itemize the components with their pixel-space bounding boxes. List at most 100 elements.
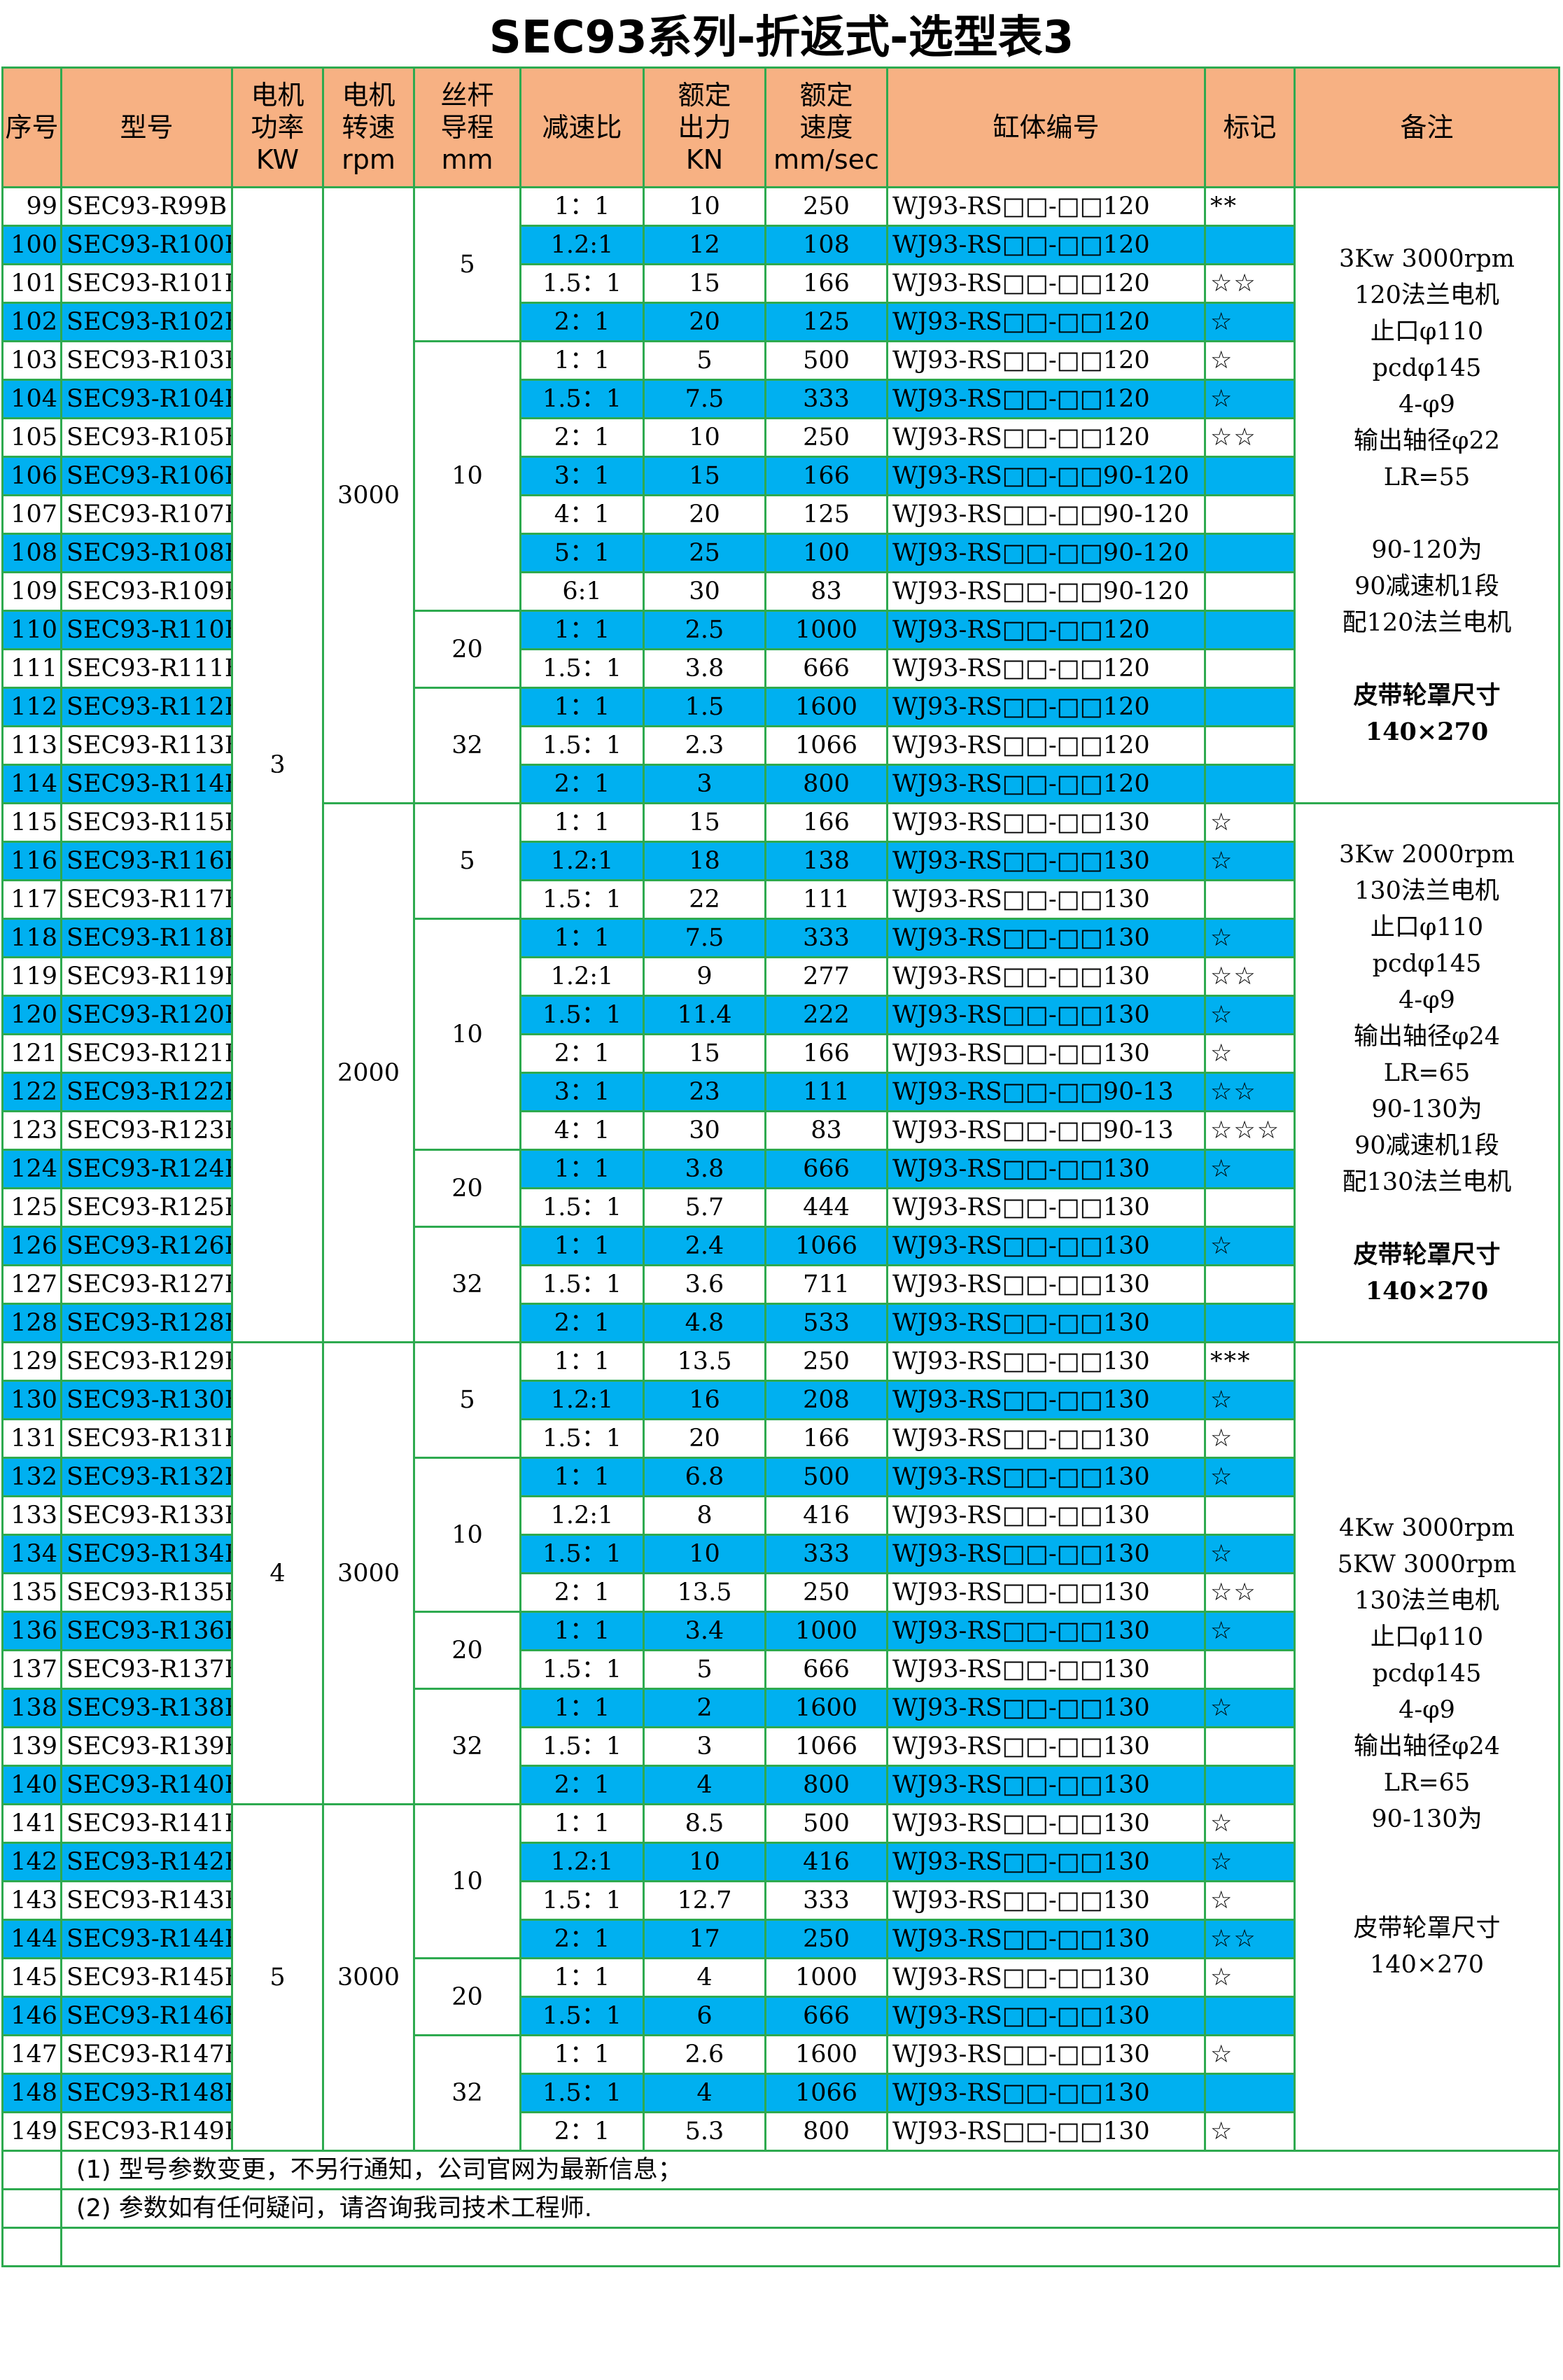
row-ratio: 1：1 [519, 687, 645, 727]
row-cylinder-code: WJ93-RS□□-□□130 [886, 1457, 1206, 1497]
row-rated-force: 3 [643, 1726, 766, 1767]
remark-belt-cover-line: 皮带轮罩尺寸 [1353, 680, 1501, 710]
row-index: 102 [1, 302, 62, 342]
row-model: SEC93-R114B [60, 764, 233, 804]
row-cylinder-code: WJ93-RS□□-□□130 [886, 1572, 1206, 1613]
table-row: 112 SEC93-R112B 32 1：1 1.5 1600 WJ93-RS□□-□□12… [1, 687, 1560, 804]
row-index: 143 [1, 1880, 62, 1921]
row-ratio: 1：1 [519, 186, 645, 227]
row-index: 123 [1, 1110, 62, 1151]
row-index: 146 [1, 1996, 62, 2036]
row-rated-force: 3 [643, 764, 766, 804]
row-model: SEC93-R134B [60, 1534, 233, 1574]
row-rated-force: 5 [643, 1649, 766, 1690]
remark-line: 90-130为 [1371, 1095, 1483, 1124]
table-row: 123 SEC93-R123B 4：1 30 83 WJ93-RS□□-□□90-13 ☆☆… [1, 1110, 1560, 1151]
row-index: 121 [1, 1033, 62, 1074]
row-ratio: 1.5：1 [519, 1264, 645, 1305]
row-rated-speed: 500 [764, 1457, 888, 1497]
row-mark [1204, 879, 1296, 920]
remark-line: 130法兰电机 [1354, 876, 1499, 905]
row-model: SEC93-R108B [60, 533, 233, 573]
row-model: SEC93-R99B [60, 186, 233, 227]
row-mark: ☆ [1204, 2111, 1296, 2152]
remark-line [1297, 1874, 1557, 1910]
row-rated-force: 8 [643, 1495, 766, 1536]
table-row: 136 SEC93-R136B 20 1：1 3.4 1000 WJ93-RS□□-□□13… [1, 1611, 1560, 1690]
row-index: 132 [1, 1457, 62, 1497]
row-rated-speed: 83 [764, 1110, 888, 1151]
row-rated-speed: 100 [764, 533, 888, 573]
row-model: SEC93-R107B [60, 494, 233, 535]
row-rated-force: 9 [643, 956, 766, 997]
motor-rpm-cell: 2000 [322, 802, 415, 1343]
row-model: SEC93-R132B [60, 1457, 233, 1497]
row-model: SEC93-R121B [60, 1033, 233, 1074]
row-mark: ☆ [1204, 2034, 1296, 2075]
row-rated-force: 10 [643, 1534, 766, 1574]
row-mark: ☆ [1204, 802, 1296, 843]
remark-line: 140×270 [1370, 1951, 1484, 1979]
row-rated-force: 17 [643, 1919, 766, 1959]
row-model: SEC93-R143B [60, 1880, 233, 1921]
row-ratio: 2：1 [519, 417, 645, 458]
row-model: SEC93-R124B [60, 1149, 233, 1189]
row-ratio: 1.5：1 [519, 1880, 645, 1921]
row-index: 117 [1, 879, 62, 920]
row-mark: ** [1204, 186, 1296, 227]
row-mark [1204, 1765, 1296, 1805]
row-model: SEC93-R126B [60, 1226, 233, 1266]
header-row: 序号 型号 电机 功率 KW 电机 转速 rpm 丝杆 导程 mm 减速比 额定 出力 KN 额定 速度 mm/s… [1, 66, 1560, 188]
row-ratio: 1：1 [519, 1803, 645, 1844]
note-row: (2) 参数如有任何疑问，请咨询我司技术工程师. [1, 2188, 1560, 2229]
row-ratio: 2：1 [519, 1572, 645, 1613]
row-index: 99 [1, 186, 62, 227]
row-mark [1204, 1303, 1296, 1343]
remark-line: 配130法兰电机 [1342, 1168, 1512, 1196]
row-ratio: 1：1 [519, 1611, 645, 1651]
row-rated-speed: 444 [764, 1187, 888, 1228]
row-rated-force: 2.6 [643, 2034, 766, 2075]
row-rated-speed: 222 [764, 995, 888, 1035]
row-ratio: 1：1 [519, 1688, 645, 1728]
row-index: 120 [1, 995, 62, 1035]
row-rated-speed: 250 [764, 186, 888, 227]
row-ratio: 3：1 [519, 1072, 645, 1112]
row-model: SEC93-R119B [60, 956, 233, 997]
row-rated-force: 8.5 [643, 1803, 766, 1844]
row-mark [1204, 1649, 1296, 1690]
row-ratio: 1.5：1 [519, 1187, 645, 1228]
row-model: SEC93-R149B [60, 2111, 233, 2152]
row-rated-speed: 166 [764, 456, 888, 496]
row-index: 137 [1, 1649, 62, 1690]
row-ratio: 1：1 [519, 1457, 645, 1497]
row-rated-force: 15 [643, 263, 766, 304]
table-row: 119 SEC93-R119B 1.2:1 9 277 WJ93-RS□□-□□130 ☆☆ [1, 956, 1560, 997]
row-mark: ☆ [1204, 1149, 1296, 1189]
row-rated-speed: 1066 [764, 725, 888, 766]
header-model: 型号 [60, 66, 233, 188]
remark-belt-cover-line: 140×270 [1365, 1276, 1489, 1306]
row-rated-speed: 333 [764, 1880, 888, 1921]
row-rated-force: 4 [643, 1765, 766, 1805]
remark-line: 5KW 3000rpm [1337, 1550, 1517, 1578]
row-index: 135 [1, 1572, 62, 1613]
row-ratio: 4：1 [519, 1110, 645, 1151]
row-rated-speed: 166 [764, 1418, 888, 1459]
row-index: 128 [1, 1303, 62, 1343]
row-cylinder-code: WJ93-RS□□-□□130 [886, 2111, 1206, 2152]
row-cylinder-code: WJ93-RS□□-□□130 [886, 1957, 1206, 1998]
table-row: 118 SEC93-R118B 10 1：1 7.5 333 WJ93-RS□□-□□130… [1, 918, 1560, 1151]
row-cylinder-code: WJ93-RS□□-□□120 [886, 340, 1206, 381]
remark-line: pcdφ145 [1372, 1660, 1482, 1688]
footnote-text: (2) 参数如有任何疑问，请咨询我司技术工程师. [60, 2188, 1560, 2229]
row-ratio: 1.2:1 [519, 1842, 645, 1882]
note-spacer [1, 2188, 62, 2229]
row-model: SEC93-R139B [60, 1726, 233, 1767]
row-cylinder-code: WJ93-RS□□-□□90-13 [886, 1072, 1206, 1112]
row-cylinder-code: WJ93-RS□□-□□130 [886, 802, 1206, 843]
row-model: SEC93-R105B [60, 417, 233, 458]
row-mark [1204, 225, 1296, 265]
row-cylinder-code: WJ93-RS□□-□□120 [886, 263, 1206, 304]
table-row: 129 SEC93-R129B 4 3000 5 1：1 13.5 250 WJ93-RS□□-… [1, 1341, 1560, 2152]
